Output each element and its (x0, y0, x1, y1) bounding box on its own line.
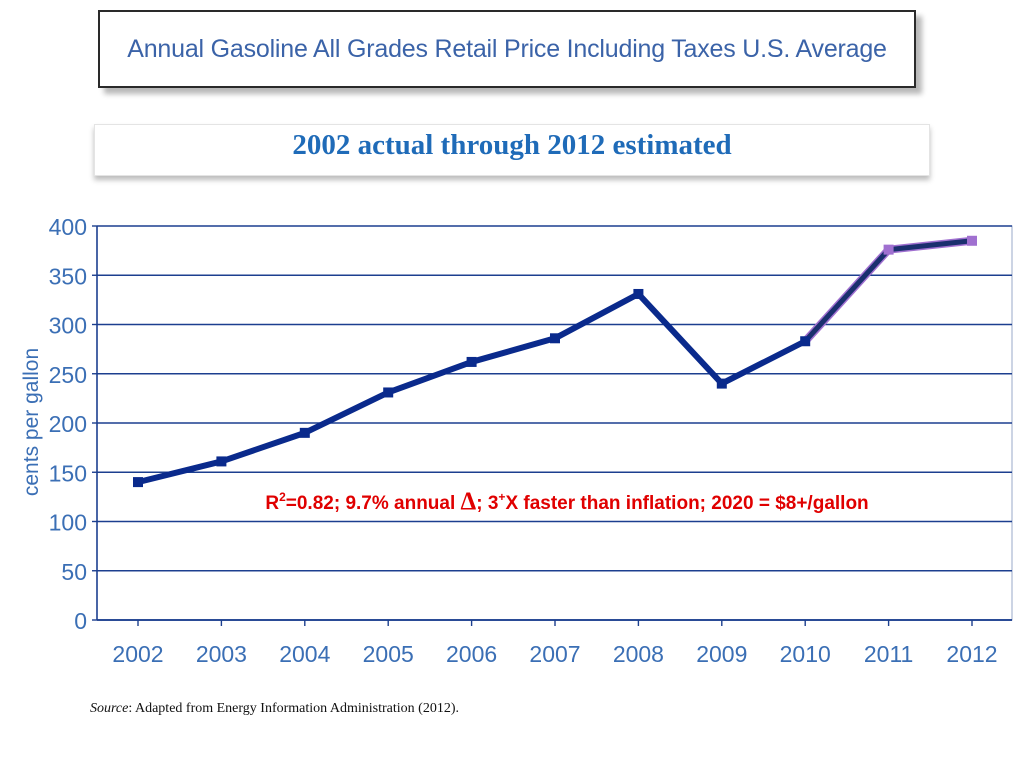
y-tick-label: 150 (49, 460, 87, 486)
data-point (383, 387, 394, 398)
x-tick-label: 2005 (363, 641, 414, 667)
series-line-estimated-highlight (801, 236, 976, 346)
source-text: : Adapted from Energy Information Admini… (128, 701, 459, 716)
series-line-actual (135, 290, 809, 486)
annotation-plus-sup: + (498, 490, 505, 504)
series-line (133, 235, 977, 488)
y-tick-label: 0 (74, 608, 87, 634)
y-tick-label: 400 (49, 214, 87, 240)
data-point (216, 456, 227, 467)
chart-title-box: Annual Gasoline All Grades Retail Price … (98, 10, 916, 88)
x-tick-label: 2002 (112, 641, 163, 667)
y-axis-label: cents per gallon (20, 348, 43, 496)
y-axis: 0 50 100 150 200 250 300 350 400 (49, 214, 98, 634)
x-tick-label: 2009 (696, 641, 747, 667)
data-point (800, 336, 811, 347)
x-tick-label: 2004 (279, 641, 330, 667)
x-tick-label: 2006 (446, 641, 497, 667)
chart-title: Annual Gasoline All Grades Retail Price … (127, 34, 887, 63)
x-axis: 2002 2003 2004 2005 2006 2007 2008 2009 2010 2011… (97, 619, 1012, 667)
annotation-part3: X faster than inflation; 2020 = $8+/gall… (505, 493, 868, 514)
data-point (967, 235, 977, 246)
data-point (716, 378, 727, 389)
x-tick-label: 2007 (529, 641, 580, 667)
x-tick-label: 2012 (946, 641, 997, 667)
data-point (550, 333, 560, 344)
annotation-part1: =0.82; 9.7% annual (286, 493, 461, 514)
annotation-part2: ; 3 (476, 493, 498, 514)
data-point (466, 356, 477, 367)
y-tick-label: 250 (49, 362, 87, 388)
y-tick-label: 100 (49, 510, 87, 536)
x-tick-label: 2011 (864, 641, 913, 667)
annotation-r2-sup: 2 (279, 490, 286, 504)
data-point (133, 477, 143, 488)
gridlines (96, 225, 1013, 621)
annotation-r2: R (265, 493, 279, 514)
x-tick-label: 2010 (780, 641, 831, 667)
y-tick-label: 50 (61, 559, 87, 585)
series-line-estimated (802, 238, 975, 344)
x-tick-label: 2003 (196, 641, 247, 667)
data-point (883, 244, 894, 255)
trend-annotation: R2=0.82; 9.7% annual Δ; 3+X faster than … (265, 488, 868, 515)
source-label: Source (90, 701, 129, 716)
y-tick-label: 350 (49, 263, 87, 289)
source-note: Source: Adapted from Energy Information … (90, 701, 459, 717)
delta-icon: Δ (461, 488, 477, 515)
y-tick-label: 200 (49, 411, 87, 437)
data-point (633, 288, 644, 299)
chart-subtitle-box: 2002 actual through 2012 estimated (94, 124, 930, 176)
y-tick-label: 300 (49, 313, 87, 339)
x-tick-label: 2008 (613, 641, 664, 667)
data-point (299, 427, 310, 438)
chart-subtitle: 2002 actual through 2012 estimated (292, 129, 732, 161)
